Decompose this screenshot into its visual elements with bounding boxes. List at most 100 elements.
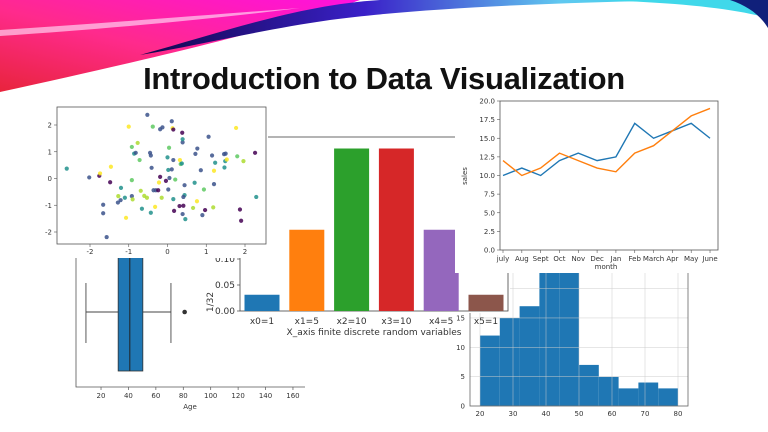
- y-tick-label: -1: [45, 202, 52, 210]
- y-tick-label: 0.0: [484, 247, 495, 255]
- x-tick-label: Nov: [571, 255, 585, 263]
- y-tick-label: 0.05: [215, 281, 235, 291]
- scatter-point: [180, 140, 185, 145]
- scatter-point: [148, 153, 153, 158]
- x-tick-label: 40: [124, 392, 133, 400]
- boxplot-axes-frame: [75, 240, 305, 388]
- scatter-point: [160, 125, 165, 130]
- x-tick-label: March: [643, 255, 664, 263]
- x-tick-label: May: [684, 255, 698, 263]
- x-tick-label: 60: [151, 392, 160, 400]
- scatter-point: [118, 198, 123, 203]
- histogram-bar: [539, 270, 560, 406]
- x-tick-label: -1: [125, 248, 132, 256]
- scatter-point: [194, 199, 200, 204]
- scatter-point: [118, 185, 124, 190]
- scatter-point: [137, 157, 142, 163]
- y-tick-label: 5.0: [484, 209, 495, 217]
- bar-0: [244, 294, 280, 311]
- scatter-point: [166, 187, 171, 192]
- y-tick-label: 2.5: [484, 228, 495, 236]
- scatter-point: [108, 180, 113, 185]
- scatter-point: [129, 178, 134, 183]
- histogram-bar: [480, 335, 500, 406]
- scatter-point: [64, 166, 69, 171]
- scatter-point: [139, 206, 145, 211]
- navy-tip: [730, 0, 768, 28]
- scatter-point: [122, 195, 127, 200]
- scatter-point: [235, 154, 240, 159]
- x-tick-label: 2: [243, 248, 247, 256]
- scatter-point: [116, 194, 121, 199]
- histogram-bar: [658, 388, 678, 406]
- y-tick-label: 2: [48, 122, 52, 130]
- scatter-point: [211, 182, 217, 187]
- scatter-point: [254, 194, 259, 200]
- scatter-point: [153, 204, 158, 209]
- scatter-point: [158, 174, 163, 179]
- scatter-point: [126, 124, 131, 129]
- scatter-point: [201, 187, 207, 192]
- bar-1: [289, 229, 325, 311]
- y-axis-label: 1/32: [206, 292, 216, 312]
- scatter-point: [181, 203, 186, 208]
- slide-title: Introduction to Data Visualization: [143, 61, 625, 96]
- scatter-point: [211, 168, 217, 173]
- x-tick-label: 20: [97, 392, 106, 400]
- x-tick-label: 40: [542, 410, 551, 418]
- scatter-point: [223, 151, 228, 156]
- x-axis-label: X_axis finite discrete random variables: [287, 328, 462, 338]
- scatter-background: [42, 104, 268, 258]
- scatter-point: [180, 130, 185, 135]
- scatter-point: [87, 175, 92, 180]
- scatter-point: [193, 151, 198, 156]
- x-tick-label: 100: [204, 392, 217, 400]
- scatter-point: [123, 215, 129, 220]
- line-series-0: [502, 122, 711, 177]
- scatter-point: [239, 218, 244, 223]
- bar-2: [334, 148, 370, 311]
- scatter-point: [206, 134, 211, 139]
- scatter-point: [171, 157, 176, 163]
- line-chart: 0.0 2.5 5.0 7.5 10.0 12.5 15.0 17.5 20.0 july Aug S…: [455, 95, 722, 273]
- x-tick-label: x5=1: [474, 317, 498, 327]
- scatter-point: [171, 208, 177, 213]
- scatter-point: [198, 168, 203, 173]
- y-tick-label: 15: [456, 314, 465, 322]
- y-axis-label: sales: [461, 167, 469, 185]
- bar-3: [378, 148, 414, 311]
- x-tick-label: -2: [87, 248, 94, 256]
- scatter-point: [108, 164, 114, 169]
- scatter-point: [177, 203, 182, 209]
- scatter-point: [252, 150, 258, 155]
- y-tick-label: 10.0: [479, 172, 495, 180]
- histogram-bar: [579, 364, 599, 406]
- scatter-point: [233, 125, 239, 131]
- scatter-point: [171, 127, 176, 132]
- scatter-point: [209, 153, 215, 158]
- x-tick-label: 80: [674, 410, 683, 418]
- scatter-point: [101, 202, 106, 207]
- scatter-point: [165, 155, 170, 160]
- x-tick-label: 30: [509, 410, 518, 418]
- scatter-point: [180, 137, 185, 142]
- scatter-point: [156, 188, 161, 193]
- line-chart-background: [455, 95, 722, 273]
- scatter-point: [166, 167, 171, 173]
- x-tick-label: x3=10: [381, 317, 411, 327]
- scatter-point: [200, 213, 205, 218]
- scatter-point: [166, 145, 172, 150]
- y-tick-label: 0: [461, 403, 465, 411]
- histogram-bar: [519, 306, 540, 406]
- cyan-swoosh: [600, 0, 768, 18]
- scatter-point: [202, 207, 208, 213]
- scatter-point: [183, 217, 188, 222]
- scatter-frame: [56, 106, 267, 245]
- bar-5: [468, 294, 504, 311]
- x-tick-label: x0=1: [250, 317, 274, 327]
- y-tick-label: -2: [45, 229, 52, 237]
- iqr-box: [117, 251, 144, 372]
- scatter-point: [181, 194, 186, 200]
